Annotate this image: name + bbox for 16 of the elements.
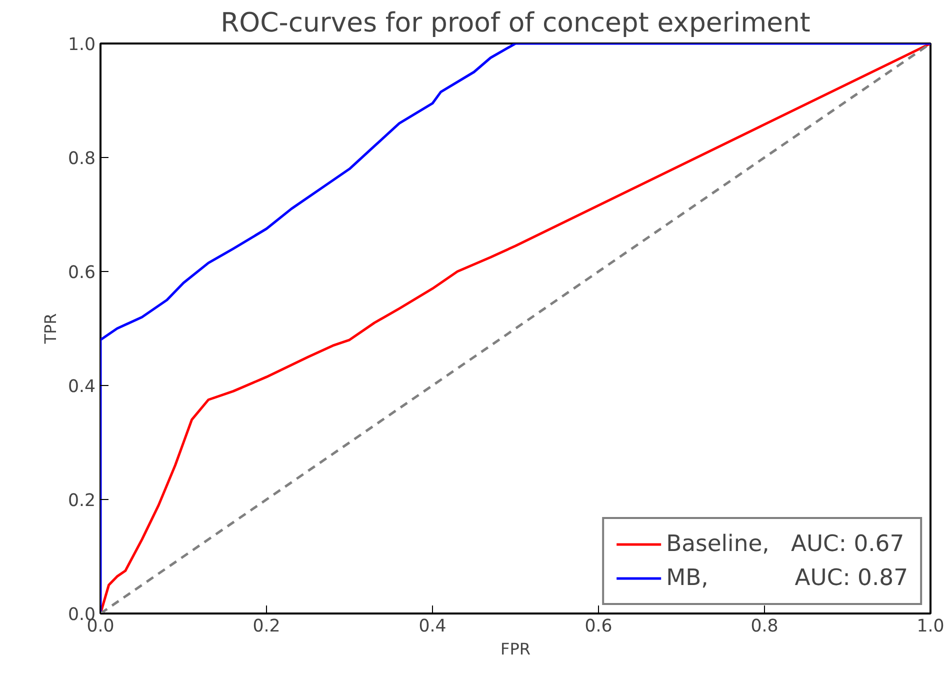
- y-tick-label: 0.2: [68, 491, 96, 511]
- x-axis-title: FPR: [500, 640, 530, 658]
- x-tick-label: 0.2: [252, 616, 280, 636]
- x-tick-label: 0.4: [418, 616, 446, 636]
- line-series: [100, 44, 930, 614]
- y-tick-label: 1.0: [68, 35, 96, 55]
- x-tick-label: 0.6: [584, 616, 612, 636]
- y-tick-label: 0.4: [68, 377, 96, 397]
- chart-title: ROC-curves for proof of concept experiment: [220, 8, 810, 38]
- y-tick-label: 0.6: [68, 263, 96, 283]
- legend-label: MB, AUC: 0.87: [666, 565, 908, 591]
- y-tick-label: 0.8: [68, 149, 96, 169]
- y-axis-title: TPR: [40, 313, 60, 345]
- legend-label: Baseline, AUC: 0.67: [666, 531, 904, 557]
- x-tick-label: 1.0: [916, 616, 944, 636]
- x-tick-label: 0.8: [750, 616, 778, 636]
